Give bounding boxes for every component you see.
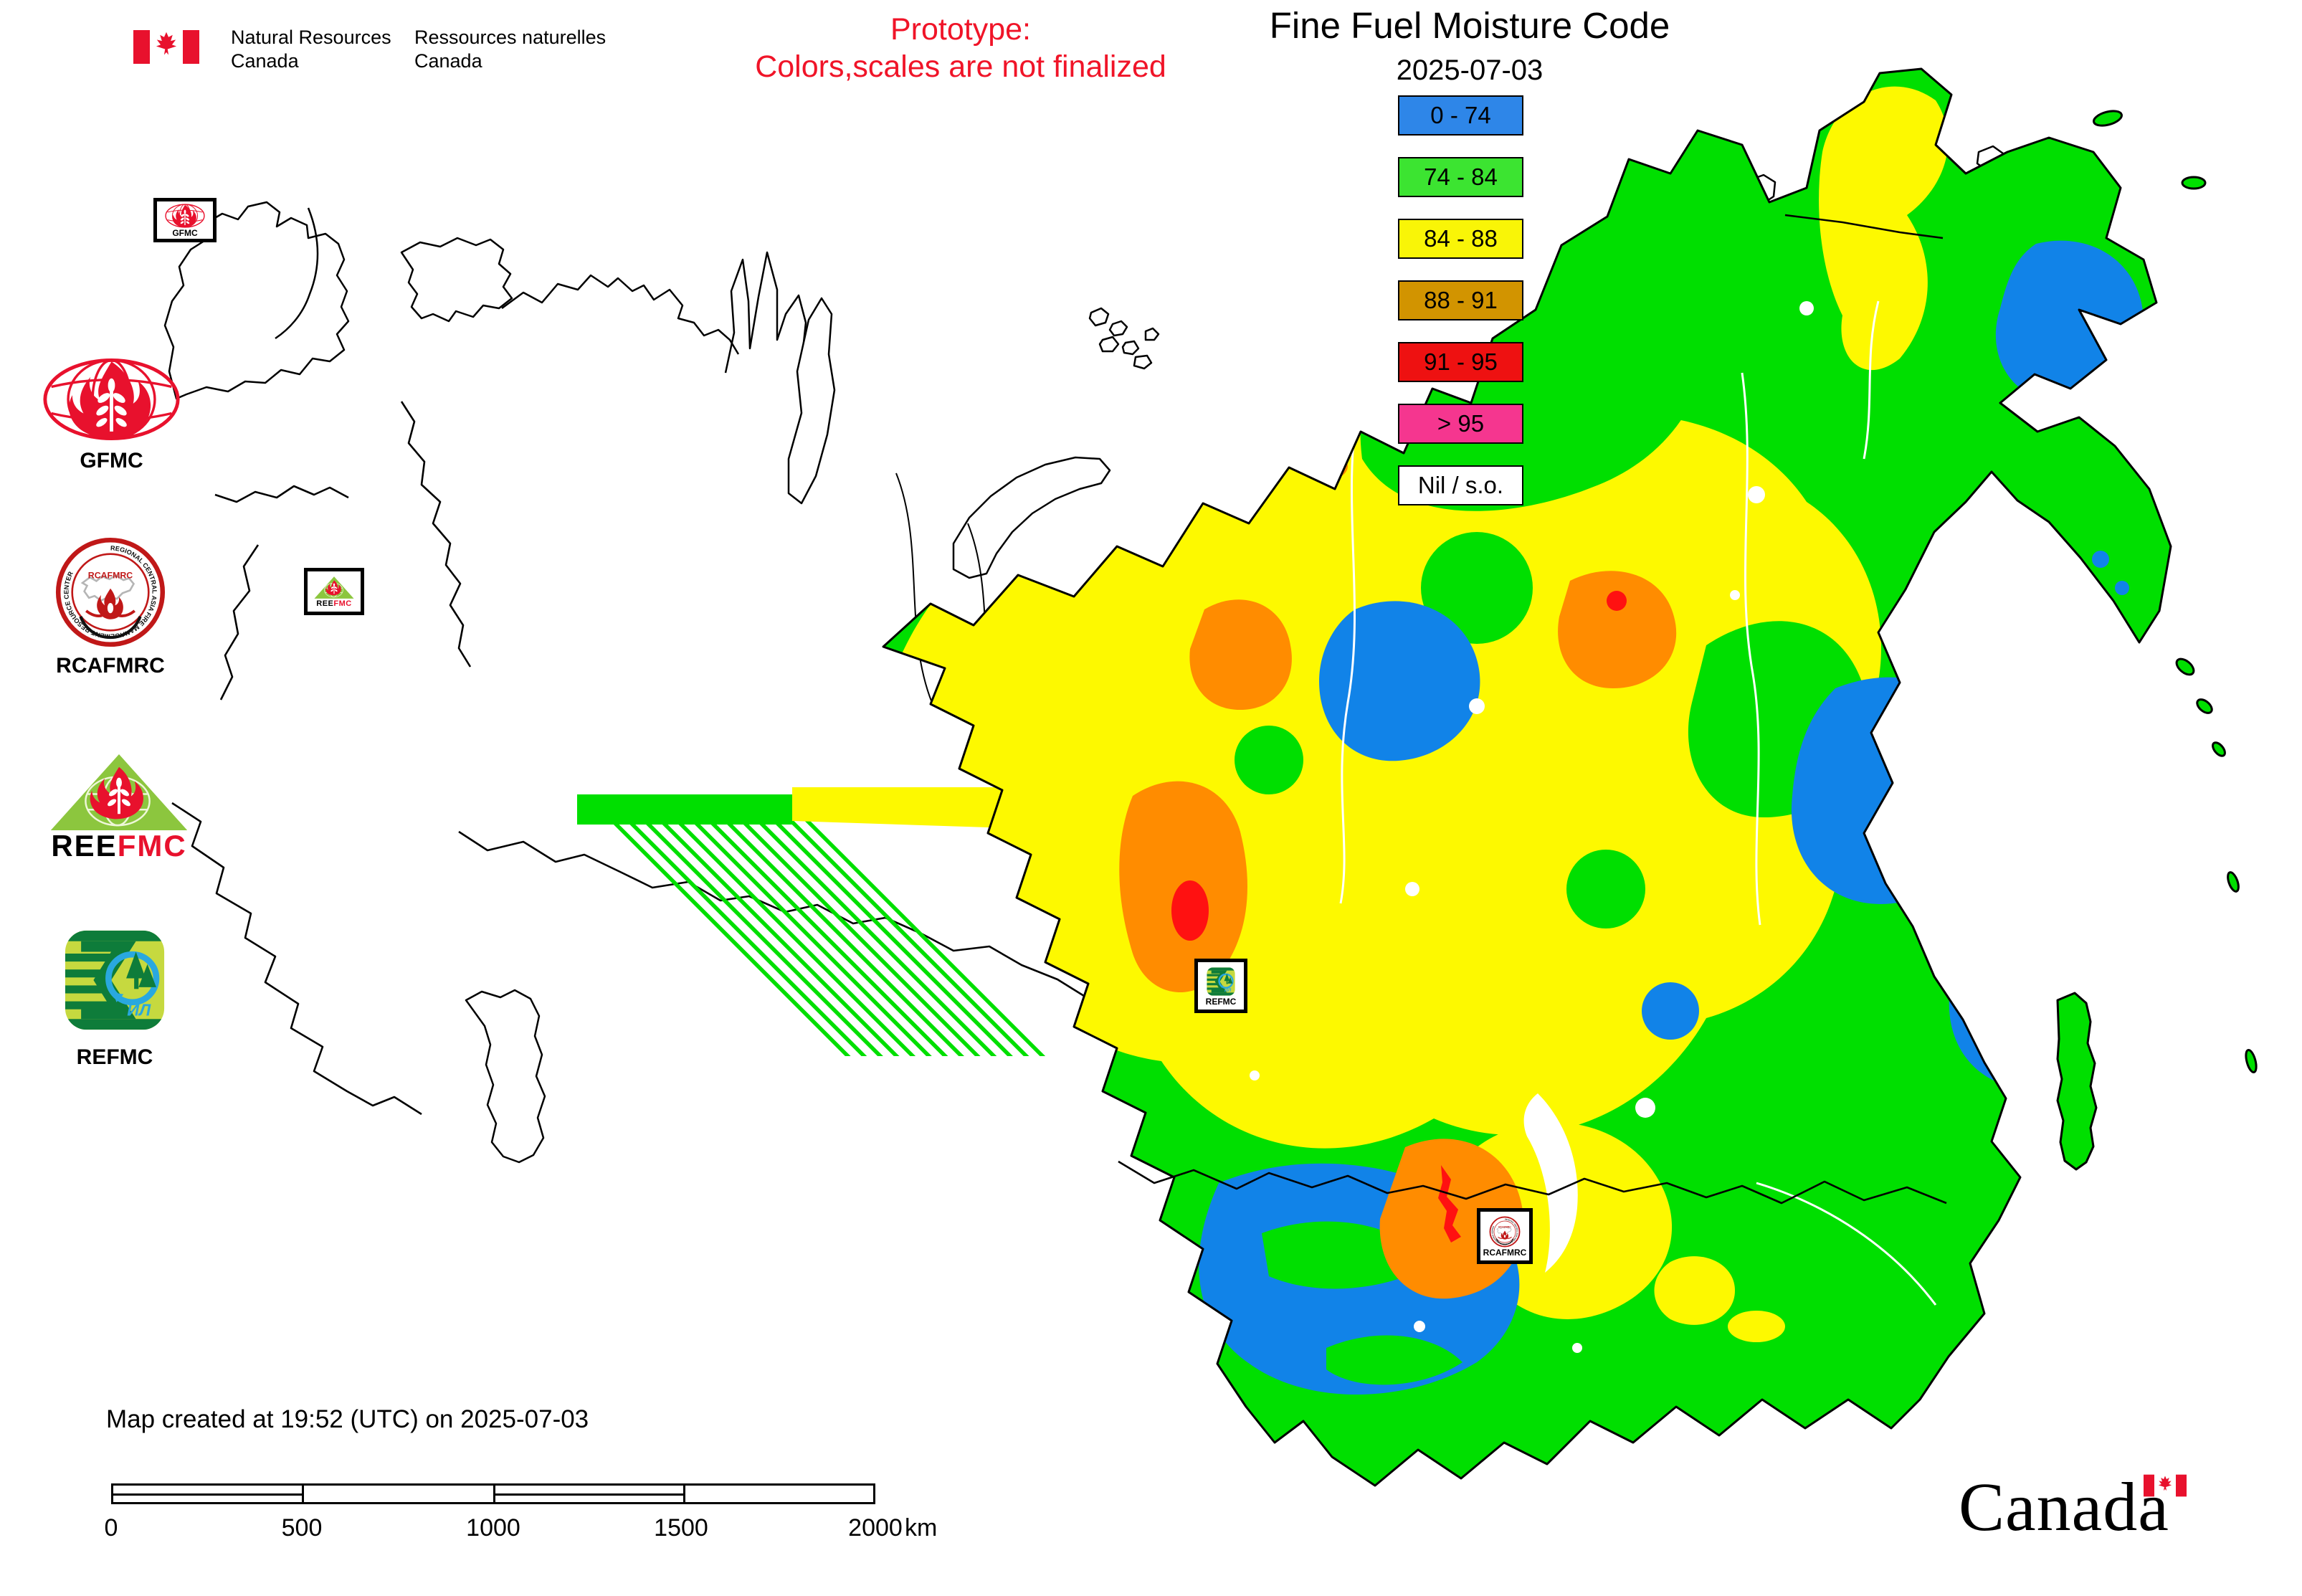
legend-label: Nil / s.o.: [1417, 472, 1504, 498]
arctic-coast: [501, 274, 740, 355]
europe-internal-borders: [171, 401, 1163, 1116]
reefmc-marker-icon: [313, 576, 355, 599]
scale-bar: [111, 1483, 875, 1504]
scale-divider: [302, 1486, 304, 1502]
legend-item-gt-95: > 95: [1398, 404, 1523, 444]
rcafmrc-map-marker: RCAFMRC: [1477, 1208, 1533, 1264]
rcafmrc-marker-label: RCAFMRC: [1483, 1247, 1527, 1258]
nrcan-fr-line2: Canada: [414, 49, 482, 72]
legend-item-74-84: 74 - 84: [1398, 157, 1523, 197]
rivers: [1339, 300, 1937, 1306]
sakhalin: [2056, 992, 2098, 1171]
scale-tick-2000: 2000: [848, 1514, 903, 1542]
scale-midline: [495, 1493, 683, 1496]
gfmc-logo: [42, 357, 181, 442]
reefmc-marker-label: REEFMC: [316, 599, 352, 608]
franz-josef-islands: [1088, 307, 1160, 370]
nrcan-en-line1: Natural Resources: [231, 27, 391, 48]
legend-label: 91 - 95: [1424, 348, 1498, 375]
legend-item-88-91: 88 - 91: [1398, 280, 1523, 320]
red-91-95: [1171, 591, 1627, 1243]
gfmc-map-marker: GFMC: [153, 198, 217, 242]
rcafmrc-marker-icon: [1489, 1216, 1521, 1248]
refmc-label: REFMC: [76, 1045, 153, 1069]
rcafmrc-logo: [54, 536, 166, 648]
caspian-sea: [465, 989, 546, 1164]
novaya-zemlya-south: [787, 297, 836, 505]
legend-label: 0 - 74: [1430, 102, 1491, 128]
gfmc-marker-icon: [163, 204, 206, 228]
legend-label: 74 - 84: [1424, 163, 1498, 190]
political-borders: [1118, 214, 1947, 1205]
kola-outline: [400, 237, 513, 323]
nrcan-fr-line1: Ressources naturelles: [414, 27, 607, 48]
ffmc-legend: 0 - 74 74 - 84 84 - 88 88 - 91 91 - 95 >…: [1398, 95, 1523, 527]
reefmc-logo: [46, 751, 192, 833]
prototype-line1: Prototype:: [890, 12, 1031, 47]
reefmc-wordmark: REEFMC: [32, 829, 206, 863]
legend-item-0-74: 0 - 74: [1398, 95, 1523, 136]
islands: [2056, 110, 2258, 1171]
legend-item-91-95: 91 - 95: [1398, 342, 1523, 382]
legend-label: 88 - 91: [1424, 287, 1498, 313]
refmc-marker-icon: [1206, 966, 1236, 997]
scale-tick-500: 500: [281, 1514, 323, 1542]
lake-dots: [1033, 1082, 1110, 1146]
gfmc-marker-label: GFMC: [172, 227, 198, 238]
reefmc-map-marker: REEFMC: [304, 568, 364, 615]
reefmc-marker-word-red: FMC: [333, 599, 352, 608]
nrcan-signature-en: Natural Resources Canada: [231, 26, 391, 73]
ob-estuary-crescent: [952, 456, 1111, 579]
canada-wordmark: Canada: [1959, 1468, 2169, 1545]
reefmc-marker-word-black: REE: [316, 599, 334, 608]
kuril-islands: [2175, 657, 2258, 1074]
scale-unit: km: [905, 1514, 938, 1542]
ne-islands: [2093, 110, 2207, 190]
refmc-map-marker: REFMC: [1194, 959, 1247, 1013]
map-created-text: Map created at 19:52 (UTC) on 2025-07-03: [106, 1405, 589, 1433]
nrcan-en-line2: Canada: [231, 49, 299, 72]
canada-flag-icon: [133, 30, 199, 64]
scale-divider: [683, 1486, 685, 1502]
legend-label: 84 - 88: [1424, 225, 1498, 252]
scale-divider: [493, 1486, 495, 1502]
legend-item-84-88: 84 - 88: [1398, 219, 1523, 259]
legend-item-nil: Nil / s.o.: [1398, 465, 1523, 505]
yamal-fingers: [724, 251, 813, 381]
gfmc-label: GFMC: [80, 449, 143, 472]
page-title: Fine Fuel Moisture Code: [1269, 5, 1670, 46]
scale-midline: [113, 1493, 302, 1496]
refmc-marker-label: REFMC: [1205, 996, 1237, 1007]
legend-label: > 95: [1437, 410, 1485, 437]
prototype-warning: Prototype: Colors,scales are not finaliz…: [645, 11, 1276, 85]
refmc-logo: [61, 927, 168, 1033]
scale-tick-0: 0: [104, 1514, 118, 1542]
rcafmrc-label: RCAFMRC: [56, 654, 165, 678]
reefmc-word-black: REE: [51, 829, 118, 863]
scale-tick-1000: 1000: [466, 1514, 520, 1542]
prototype-line2: Colors,scales are not finalized: [755, 49, 1166, 84]
europe-coastlines: [163, 145, 2004, 1164]
scale-tick-1500: 1500: [654, 1514, 708, 1542]
nrcan-signature-fr: Ressources naturelles Canada: [414, 26, 606, 73]
canada-wordmark-flag-icon: [2144, 1474, 2187, 1497]
ffmc-data-fills: [883, 69, 2171, 1486]
map-date: 2025-07-03: [1396, 54, 1544, 86]
reefmc-word-red: FMC: [117, 829, 187, 863]
